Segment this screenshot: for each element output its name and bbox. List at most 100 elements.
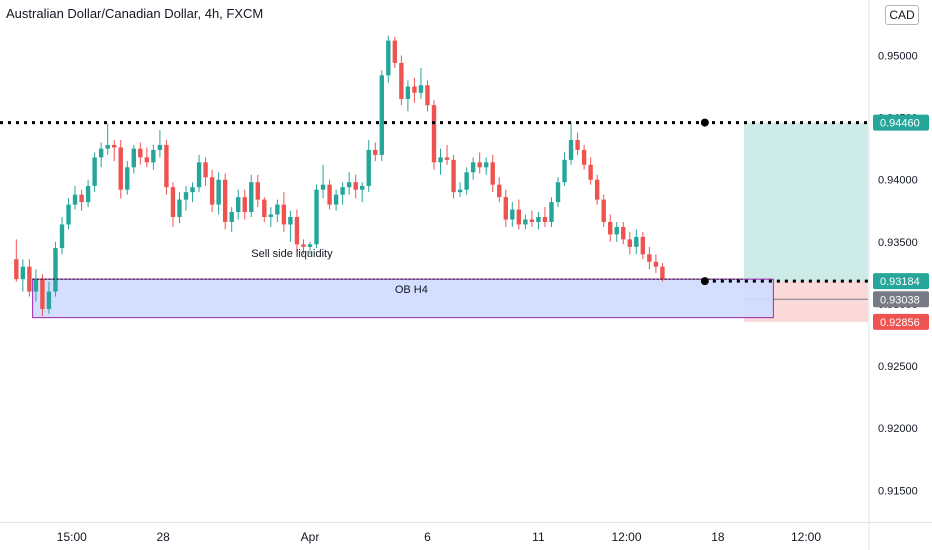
- candle: [275, 199, 280, 222]
- candle: [614, 221, 619, 242]
- candle: [477, 152, 482, 174]
- candle-body: [418, 85, 424, 93]
- candle: [125, 161, 130, 195]
- candle: [621, 221, 626, 245]
- candles-layer: [14, 35, 665, 317]
- candle: [85, 179, 91, 208]
- candle: [66, 198, 71, 230]
- candle: [405, 80, 411, 112]
- target-zone[interactable]: [744, 122, 868, 282]
- price-tick-label: 0.93500: [878, 237, 918, 249]
- candle-body: [138, 148, 143, 158]
- target-marker[interactable]: [700, 118, 709, 127]
- candle-body: [40, 279, 45, 309]
- candle: [20, 259, 26, 292]
- candle-body: [373, 149, 378, 155]
- candle-body: [614, 226, 619, 235]
- candle-body: [333, 194, 339, 205]
- candle-body: [294, 217, 300, 245]
- candle: [647, 246, 652, 270]
- candle: [59, 217, 65, 255]
- price-tag[interactable]: 0.94460: [873, 114, 929, 131]
- candle: [360, 182, 365, 203]
- candle: [353, 174, 358, 199]
- candle-body: [131, 148, 136, 168]
- price-tag-box: [873, 114, 929, 131]
- time-tick-label: 11: [532, 530, 545, 544]
- candle: [203, 157, 208, 186]
- candle-body: [177, 199, 182, 218]
- candle-body: [249, 182, 254, 213]
- chart-title: Australian Dollar/Canadian Dollar, 4h, F…: [6, 6, 264, 21]
- candle: [366, 139, 371, 193]
- candle: [536, 212, 541, 230]
- candle: [373, 142, 378, 162]
- candle: [164, 139, 169, 195]
- price-tag[interactable]: 0.93038: [873, 291, 929, 308]
- candle: [634, 229, 639, 255]
- candle: [594, 174, 600, 205]
- time-axis[interactable]: 15:00 28 Apr 6 11 12:00 18 12:00: [0, 522, 932, 545]
- price-tag[interactable]: 0.92856: [873, 313, 929, 330]
- candle: [92, 152, 97, 193]
- price-tag-box: [873, 291, 929, 308]
- candle: [497, 177, 502, 203]
- price-tick-label: 0.94000: [878, 175, 918, 187]
- candle-body: [484, 162, 489, 168]
- candle: [588, 157, 593, 185]
- candle-body: [392, 40, 398, 63]
- candle-body: [229, 212, 234, 222]
- candle: [386, 35, 391, 83]
- candle-body: [20, 266, 26, 280]
- candle: [568, 122, 574, 165]
- candle-body: [216, 179, 221, 205]
- candle-body: [346, 182, 352, 188]
- candle-body: [59, 224, 65, 249]
- time-tick-label: 15:00: [57, 530, 87, 544]
- price-tick-label: 0.95000: [878, 50, 918, 62]
- candle-body: [85, 185, 91, 203]
- candle-body: [79, 194, 84, 203]
- candle-body: [164, 144, 169, 188]
- candle-body: [183, 192, 189, 200]
- price-tag[interactable]: 0.93184: [873, 273, 929, 290]
- candle-body: [457, 189, 463, 193]
- candle: [601, 194, 606, 227]
- price-tag-label: 0.93184: [880, 276, 920, 288]
- candle-body: [275, 204, 280, 215]
- candle-body: [288, 217, 293, 225]
- candle-body: [320, 184, 326, 190]
- candle: [438, 148, 443, 175]
- currency-button[interactable]: CAD: [885, 5, 919, 25]
- candle-body: [360, 185, 365, 190]
- candle: [236, 189, 241, 220]
- candle: [470, 157, 476, 180]
- price-axis[interactable]: 0.915000.920000.925000.930000.935000.940…: [868, 0, 929, 550]
- candle: [340, 182, 345, 205]
- candle: [490, 154, 495, 193]
- candle-body: [516, 209, 522, 225]
- candle: [581, 144, 587, 170]
- price-tag-box: [873, 273, 929, 290]
- candle: [157, 130, 163, 158]
- order-block-zone[interactable]: [32, 278, 774, 319]
- candle-body: [660, 266, 665, 280]
- candle: [222, 173, 228, 230]
- candle: [79, 189, 84, 211]
- candle-body: [340, 187, 345, 195]
- candle-body: [555, 182, 561, 203]
- candle: [575, 132, 580, 155]
- candle: [444, 144, 450, 165]
- candle: [608, 214, 613, 242]
- candle-body: [144, 157, 150, 163]
- ob-h4-label: OB H4: [395, 284, 428, 296]
- candle: [118, 139, 123, 199]
- candle: [503, 189, 508, 227]
- candle-body: [549, 202, 554, 222]
- entry-marker[interactable]: [700, 277, 709, 286]
- candle: [27, 259, 32, 297]
- time-tick-label: 28: [156, 530, 170, 544]
- candle: [431, 100, 437, 170]
